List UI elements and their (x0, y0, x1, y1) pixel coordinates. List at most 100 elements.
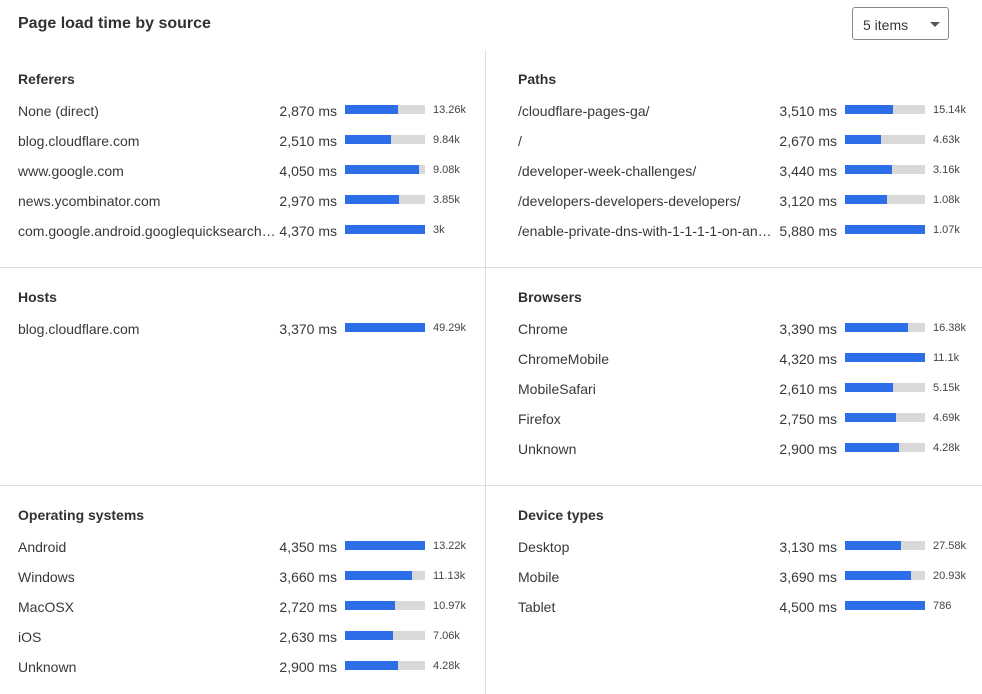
items-dropdown[interactable]: 5 items (852, 7, 949, 40)
row-label: Android (18, 539, 67, 555)
count: 49.29k (433, 322, 467, 334)
load-time-bar (345, 661, 399, 670)
load-time: 2,900 ms (779, 441, 837, 457)
row-divider (0, 485, 982, 486)
load-time-bar (345, 195, 400, 204)
load-time-bar (845, 541, 901, 550)
column-divider (485, 50, 486, 694)
load-time-bar (345, 541, 425, 550)
bar-track (345, 165, 425, 174)
count: 786 (933, 600, 952, 612)
count: 9.08k (433, 164, 460, 176)
load-time: 2,720 ms (279, 599, 337, 615)
row-label: news.ycombinator.com (18, 193, 161, 209)
row-label: MacOSX (18, 599, 75, 615)
bar-track (845, 135, 925, 144)
row-label: /developer-week-challenges/ (518, 163, 697, 179)
bar-track (845, 353, 925, 362)
row-label: MobileSafari (518, 381, 596, 397)
row-label: None (direct) (18, 103, 99, 119)
load-time: 2,900 ms (279, 659, 337, 675)
load-time: 2,750 ms (779, 411, 837, 427)
bar-track (845, 601, 925, 610)
count: 4.63k (933, 134, 960, 146)
load-time-bar (345, 601, 396, 610)
count: 15.14k (933, 104, 967, 116)
row-label: Firefox (518, 411, 561, 427)
dropdown-value: 5 items (863, 17, 909, 33)
count: 4.28k (433, 660, 460, 672)
row-label: blog.cloudflare.com (18, 321, 140, 337)
bar-track (345, 601, 425, 610)
count: 10.97k (433, 600, 467, 612)
bar-track (845, 195, 925, 204)
bar-track (845, 443, 925, 452)
count: 11.13k (433, 570, 466, 582)
load-time-bar (845, 443, 899, 452)
load-time-bar (845, 383, 894, 392)
bar-track (845, 383, 925, 392)
row-label: Tablet (518, 599, 556, 615)
load-time-bar (345, 631, 394, 640)
load-time-bar (345, 225, 425, 234)
load-time: 3,390 ms (779, 321, 837, 337)
panel-title: Device types (518, 507, 604, 523)
bar-track (345, 195, 425, 204)
row-label: /enable-private-dns-with-1-1-1-1-on-andr… (518, 223, 776, 239)
count: 1.08k (933, 194, 960, 206)
bar-track (345, 661, 425, 670)
panel-title: Browsers (518, 289, 582, 305)
load-time: 4,050 ms (279, 163, 337, 179)
row-label: / (518, 133, 522, 149)
load-time: 4,370 ms (279, 223, 337, 239)
row-label: www.google.com (18, 163, 124, 179)
load-time: 4,320 ms (779, 351, 837, 367)
count: 13.22k (433, 540, 467, 552)
load-time: 3,130 ms (779, 539, 837, 555)
count: 3.85k (433, 194, 460, 206)
load-time-bar (845, 195, 888, 204)
row-label: Chrome (518, 321, 568, 337)
panel-title: Referers (18, 71, 75, 87)
row-label: Mobile (518, 569, 560, 585)
load-time-bar (345, 323, 425, 332)
bar-track (345, 225, 425, 234)
count: 11.1k (933, 352, 960, 364)
load-time: 4,350 ms (279, 539, 337, 555)
load-time-bar (845, 601, 925, 610)
panel-title: Operating systems (18, 507, 145, 523)
row-label: /cloudflare-pages-ga/ (518, 103, 650, 119)
row-divider (0, 267, 982, 268)
row-label: Unknown (518, 441, 577, 457)
row-label: /developers-developers-developers/ (518, 193, 741, 209)
load-time: 2,610 ms (779, 381, 837, 397)
page-title: Page load time by source (18, 15, 211, 32)
count: 4.69k (933, 412, 960, 424)
bar-track (345, 105, 425, 114)
bar-track (345, 571, 425, 580)
count: 27.58k (933, 540, 967, 552)
row-label: Unknown (18, 659, 77, 675)
count: 4.28k (933, 442, 960, 454)
row-label: blog.cloudflare.com (18, 133, 140, 149)
row-label: com.google.android.googlequicksearchbox (18, 223, 276, 239)
row-label: Windows (18, 569, 75, 585)
count: 7.06k (433, 630, 460, 642)
bar-track (345, 631, 425, 640)
bar-track (845, 323, 925, 332)
load-time: 2,510 ms (279, 133, 337, 149)
load-time-bar (845, 135, 882, 144)
count: 20.93k (933, 570, 967, 582)
load-time-bar (845, 571, 911, 580)
dropdown-arrow (930, 22, 940, 27)
count: 1.07k (933, 224, 960, 236)
count: 3k (433, 224, 445, 236)
bar-track (845, 413, 925, 422)
bar-track (845, 105, 925, 114)
bar-track (845, 225, 925, 234)
bar-track (345, 135, 425, 144)
load-time-bar (845, 165, 892, 174)
load-time-bar (845, 413, 896, 422)
count: 16.38k (933, 322, 967, 334)
row-label: Desktop (518, 539, 570, 555)
